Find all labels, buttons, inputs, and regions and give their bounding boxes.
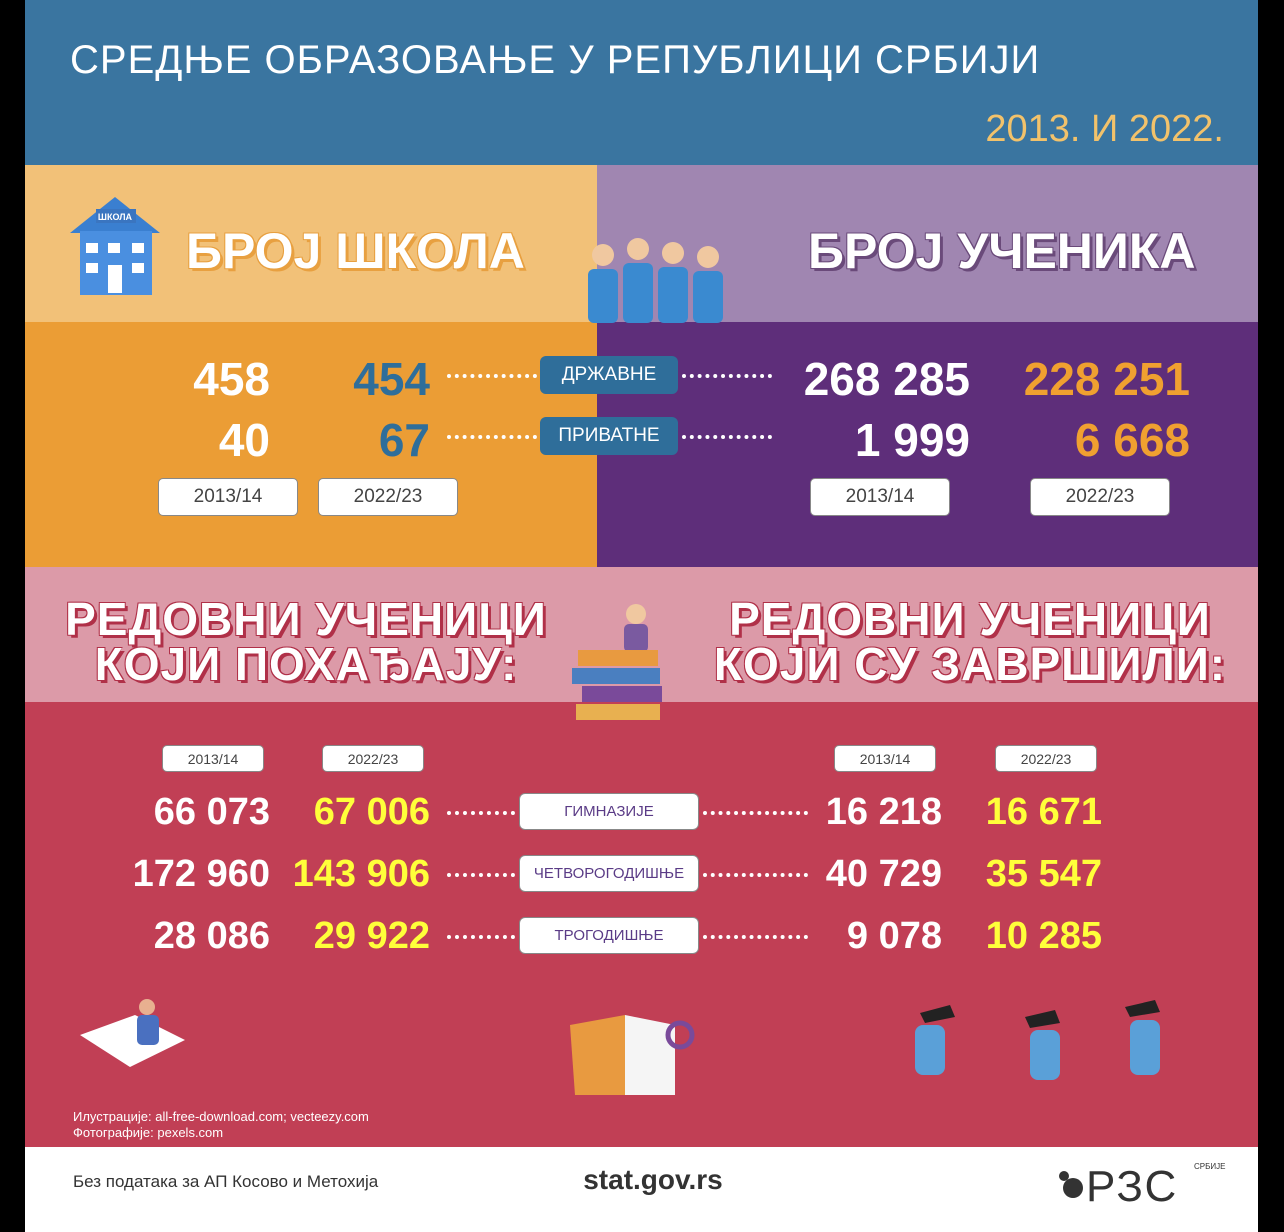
year-label: 2022/23 (318, 478, 458, 516)
completed-heading: КОЈИ СУ ЗАВРШИЛИ: (713, 638, 1227, 690)
students-band (597, 322, 1258, 567)
completed-2022: 35 547 (985, 853, 1102, 895)
completed-2022: 10 285 (985, 915, 1102, 957)
logo-mark (1059, 1171, 1083, 1198)
type-label: ТРОГОДИШЊЕ (519, 917, 699, 954)
books-illustration (572, 604, 662, 720)
dotted-line (447, 435, 537, 439)
students-2013: 1 999 (854, 414, 970, 466)
footer-band (25, 1147, 1258, 1232)
schools-heading: БРОЈ ШКОЛА (186, 223, 525, 279)
schools-2022: 67 (378, 414, 430, 466)
logo: РЗС СРБИЈЕ (1058, 1160, 1233, 1211)
dotted-line (703, 873, 808, 877)
students-illustration (588, 238, 723, 323)
dotted-line (682, 435, 772, 439)
completed-2013: 40 729 (825, 853, 942, 895)
book-illustration (570, 1015, 695, 1095)
attending-2022: 143 906 (292, 853, 430, 895)
reader-illustration (80, 999, 185, 1067)
completed-2013: 9 078 (846, 915, 942, 957)
credit: Илустрације: all-free-download.com; vect… (73, 1109, 369, 1124)
credit: Фотографије: pexels.com (73, 1125, 224, 1140)
completed-2022: 16 671 (985, 791, 1102, 833)
school-icon-label: ШКОЛА (98, 212, 133, 222)
dotted-line (682, 374, 772, 378)
completed-heading: РЕДОВНИ УЧЕНИЦИ (729, 593, 1211, 645)
school-icon: ШКОЛА (70, 197, 160, 295)
category-label: ПРИВАТНЕ (540, 417, 678, 455)
year-label: 2022/23 (322, 745, 424, 772)
year-label: 2013/14 (834, 745, 936, 772)
dotted-line (447, 811, 515, 815)
year-label: 2013/14 (162, 745, 264, 772)
attending-2013: 28 086 (153, 915, 270, 957)
dotted-line (447, 873, 515, 877)
subtitle: 2013. И 2022. (985, 108, 1224, 150)
footer-note: Без података за АП Косово и Метохија (73, 1172, 379, 1191)
schools-2013: 40 (218, 414, 270, 466)
dotted-line (703, 811, 808, 815)
header-band (25, 0, 1258, 165)
graduates-illustration (915, 1000, 1160, 1080)
dotted-line (447, 935, 515, 939)
logo-subtext: СРБИЈЕ (1194, 1162, 1226, 1171)
dotted-line (447, 374, 537, 378)
dotted-line (703, 935, 808, 939)
students-heading: БРОЈ УЧЕНИКА (808, 223, 1196, 279)
students-2022: 228 251 (1023, 353, 1190, 405)
attending-2013: 66 073 (153, 791, 270, 833)
completed-2013: 16 218 (825, 791, 942, 833)
type-label: ЧЕТВОРОГОДИШЊЕ (519, 855, 699, 892)
attending-heading: КОЈИ ПОХАЂАЈУ: (94, 638, 518, 690)
students-2013: 268 285 (803, 353, 970, 405)
year-label: 2022/23 (995, 745, 1097, 772)
type-label: ГИМНАЗИЈЕ (519, 793, 699, 830)
schools-band (25, 322, 597, 567)
title: СРЕДЊЕ ОБРАЗОВАЊЕ У РЕПУБЛИЦИ СРБИЈИ (70, 38, 1041, 82)
students-2022: 6 668 (1074, 414, 1190, 466)
attending-heading: РЕДОВНИ УЧЕНИЦИ (65, 593, 547, 645)
schools-2022: 454 (353, 353, 430, 405)
logo-text: РЗС (1086, 1162, 1179, 1211)
attending-2013: 172 960 (132, 853, 270, 895)
category-label: ДРЖАВНЕ (540, 356, 678, 394)
schools-2013: 458 (193, 353, 270, 405)
year-label: 2013/14 (810, 478, 950, 516)
year-label: 2022/23 (1030, 478, 1170, 516)
attending-2022: 67 006 (313, 791, 430, 833)
website: stat.gov.rs (583, 1164, 723, 1195)
attending-2022: 29 922 (313, 915, 430, 957)
year-label: 2013/14 (158, 478, 298, 516)
